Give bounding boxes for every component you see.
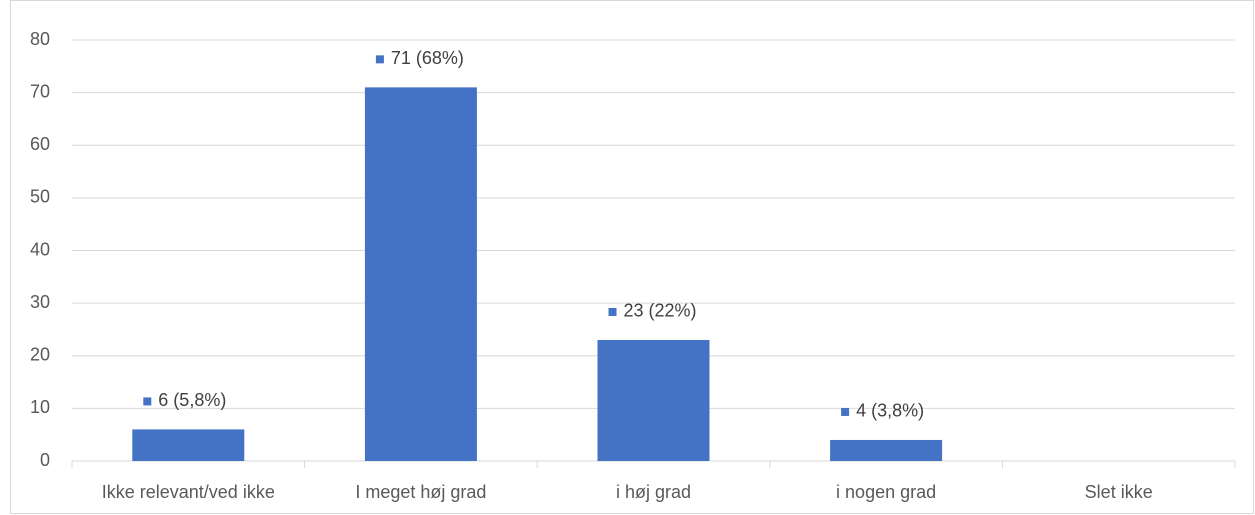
bar	[830, 439, 943, 461]
x-tick-label: Ikke relevant/ved ikke	[102, 482, 275, 502]
y-tick-label: 60	[30, 134, 50, 154]
y-tick-label: 40	[30, 239, 50, 259]
y-tick-label: 70	[30, 81, 50, 101]
data-label: 71 (68%)	[391, 48, 464, 68]
y-tick-label: 10	[30, 397, 50, 417]
y-tick-label: 0	[40, 450, 50, 470]
label-marker	[375, 55, 384, 64]
data-label: 6 (5,8%)	[158, 390, 226, 410]
y-tick-label: 30	[30, 292, 50, 312]
data-label: 23 (22%)	[624, 301, 697, 321]
bar	[364, 87, 477, 462]
y-tick-label: 20	[30, 345, 50, 365]
y-tick-label: 80	[30, 29, 50, 49]
x-tick-label: i høj grad	[616, 482, 691, 502]
chart-frame	[10, 0, 1254, 514]
label-marker	[143, 397, 152, 406]
y-tick-label: 50	[30, 187, 50, 207]
bar	[597, 339, 710, 461]
x-tick-label: Slet ikke	[1085, 482, 1153, 502]
x-tick-label: I meget høj grad	[355, 482, 486, 502]
label-marker	[608, 307, 617, 316]
bar	[132, 429, 245, 461]
x-tick-label: i nogen grad	[836, 482, 936, 502]
label-marker	[841, 407, 850, 416]
data-label: 4 (3,8%)	[856, 401, 924, 421]
